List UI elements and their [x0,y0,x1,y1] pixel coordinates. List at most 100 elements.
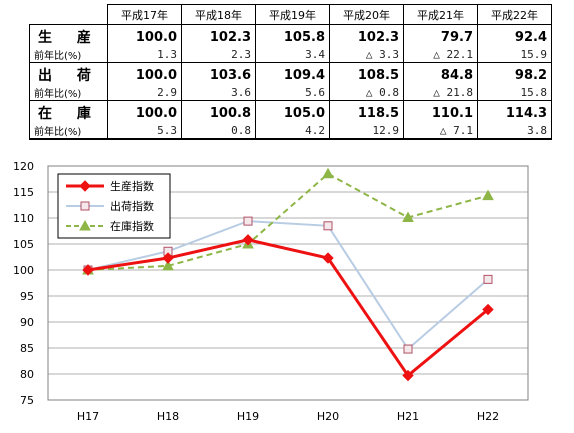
table-cell: 15.9 [477,47,552,63]
y-tick-label: 120 [13,160,34,173]
legend-label: 在庫指数 [110,219,154,233]
table-cell: △ 3.3 [329,47,404,63]
table-cell: 1.3 [107,47,182,63]
data-point-diamond [82,264,94,276]
column-header: 平成17年 [107,4,182,25]
y-tick-label: 90 [20,316,34,329]
series-line [87,238,489,378]
table-cell: 103.6 [181,62,256,85]
table-cell: 114.3 [477,100,552,123]
table-cell: △ 7.1 [403,123,478,140]
table-cell: 109.4 [255,62,330,85]
table-cell: 84.8 [403,62,478,85]
data-point-square [403,344,413,354]
table-cell: 100.0 [107,62,182,85]
table-cell: 100.8 [181,100,256,123]
x-tick-label: H22 [477,410,499,423]
table-cell: 4.2 [255,123,330,140]
table-cell: 5.6 [255,85,330,101]
row-sub-label: 前年比(%) [29,123,108,140]
data-point-diamond [242,234,254,246]
y-tick-label: 100 [13,264,34,277]
y-tick-label: 85 [20,342,34,355]
y-tick-label: 75 [20,394,34,407]
column-header: 平成18年 [181,4,256,25]
table-cell: 105.8 [255,24,330,47]
table-cell: 2.9 [107,85,182,101]
y-tick-label: 80 [20,368,34,381]
table-row-production-values: 生 産 100.0 102.3 105.8 102.3 79.7 92.4 [29,24,552,47]
legend-label: 生産指数 [110,179,154,193]
data-point-square [80,201,90,211]
table-cell: 102.3 [181,24,256,47]
table-cell: 102.3 [329,24,404,47]
data-point-diamond [162,252,174,264]
row-label: 出 荷 [29,62,108,85]
table-cell: △ 22.1 [403,47,478,63]
index-line-chart: 75 80 85 90 95 100 105 110 115 120 H17 H18 H19 H20 H21… [13,160,529,423]
legend-label: 出荷指数 [110,199,154,213]
data-point-square [483,274,493,284]
table-row-inventory-pct: 前年比(%) 5.3 0.8 4.2 12.9 △ 7.1 3.8 [29,123,552,140]
plot-area [47,165,529,401]
data-point-triangle [79,219,91,231]
data-point-diamond [79,180,91,192]
table-cell: 118.5 [329,100,404,123]
table-cell: △ 21.8 [403,85,478,101]
table-row-shipment-values: 出 荷 100.0 103.6 109.4 108.5 84.8 98.2 [29,62,552,85]
table-cell: 100.0 [107,100,182,123]
table-cell: 3.8 [477,123,552,140]
x-tick-label: H17 [77,410,99,423]
table-row-inventory-values: 在 庫 100.0 100.8 105.0 118.5 110.1 114.3 [29,100,552,123]
data-point-diamond [402,369,414,382]
table-row-shipment-pct: 前年比(%) 2.9 3.6 5.6 △ 0.8 △ 21.8 15.8 [29,85,552,101]
series-line [87,172,489,271]
row-label: 生 産 [29,24,108,47]
row-sub-label: 前年比(%) [29,47,108,63]
row-sub-label: 前年比(%) [29,85,108,101]
table-cell: 12.9 [329,123,404,140]
data-point-triangle [482,189,494,201]
table-cell: 2.3 [181,47,256,63]
y-tick-label: 115 [13,186,34,199]
column-header: 平成19年 [255,4,330,25]
table-cell: 110.1 [403,100,478,123]
axis-layer: 75 80 85 90 95 100 105 110 115 120 H17 H18 H19 H20 H21… [13,160,529,423]
data-point-diamond [482,303,494,316]
series-line [87,220,489,351]
table-cell: 0.8 [181,123,256,140]
index-table: 平成17年 平成18年 平成19年 平成20年 平成21年 平成22年 生 産 … [29,4,552,140]
y-tick-label: 110 [13,212,34,225]
table-cell: 92.4 [477,24,552,47]
table-cell: 3.4 [255,47,330,63]
table-cell: 3.6 [181,85,256,101]
table-corner [29,4,108,25]
table-cell: 100.0 [107,24,182,47]
data-point-triangle [322,167,334,179]
column-header: 平成20年 [329,4,404,25]
table-header-row: 平成17年 平成18年 平成19年 平成20年 平成21年 平成22年 [29,4,552,25]
table-row-production-pct: 前年比(%) 1.3 2.3 3.4 △ 3.3 △ 22.1 15.9 [29,47,552,63]
column-header: 平成22年 [477,4,552,25]
data-point-square [243,216,253,226]
series-0 [82,234,494,382]
x-tick-label: H20 [317,410,339,423]
x-tick-label: H19 [237,410,259,423]
column-header: 平成21年 [403,4,478,25]
table-cell: △ 0.8 [329,85,404,101]
x-tick-label: H21 [397,410,419,423]
table-cell: 105.0 [255,100,330,123]
series-layer [82,167,494,382]
row-label: 在 庫 [29,100,108,123]
y-tick-label: 95 [20,290,34,303]
data-point-triangle [162,259,174,271]
data-point-diamond [322,252,334,264]
table-cell: 5.3 [107,123,182,140]
table-cell: 98.2 [477,62,552,85]
y-tick-label: 105 [13,238,34,251]
table-cell: 79.7 [403,24,478,47]
data-point-square [323,221,333,231]
table-cell: 108.5 [329,62,404,85]
data-point-triangle [402,211,414,222]
